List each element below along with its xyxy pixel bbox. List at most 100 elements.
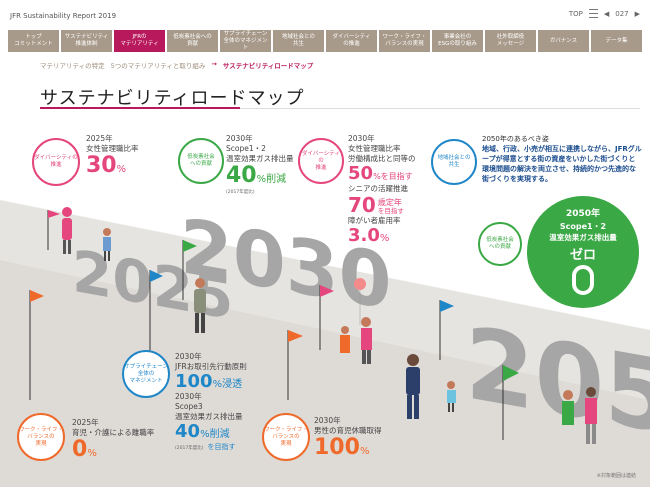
section-nav: トップ コミットメント サステナビリティ 推進体制 JFRの マテリアリティ 低… [8,30,642,52]
goal-label: 女性管理職比率 [86,144,139,153]
person-woman-2025 [62,207,72,254]
flag-orange-2030 [287,330,303,400]
badge-wlb-2025: ワーク・ライフ・ バランスの 実現 [17,413,65,461]
flag-green-2050 [502,365,519,440]
goal-year: 2025年 [86,134,113,143]
breadcrumb-arrow-icon: → [211,60,217,68]
goal-unit: %削減 [256,174,287,185]
tab-diversity[interactable]: ダイバーシティ の推進 [326,30,377,52]
goal-value: 100 [175,371,213,392]
goal-label: JFRお取引先行動原則 [175,362,247,371]
goal-2025-women-managers: 2025年 女性管理職比率 30% [86,134,139,178]
person-family-2030 [340,317,372,364]
goal-value: 40 [175,421,201,442]
tab-esg[interactable]: 事業会社の ESGの取り組み [432,30,483,52]
flag-blue-2025 [149,270,163,360]
flag-blue-2050 [439,300,454,360]
flag-green-2030 [182,240,197,300]
vision-heading: 2050年のあるべき姿 [482,135,549,143]
badge-low-carbon-2030: 低炭素社会 への貢献 [178,138,224,184]
goal-label: Scope1・2 [559,222,607,231]
top-link[interactable]: TOP [568,9,583,18]
tab-community[interactable]: 地域社会との 共生 [273,30,324,52]
badge-diversity-2025: ダイバーシティの 推進 [32,138,80,186]
goal-note: (2017年度比) [175,446,204,451]
goal-label: 労働構成比と同等の [348,154,416,163]
goal-value: ゼロ [569,248,596,263]
goal-value: 30 [86,153,117,178]
zero-emissions-circle: 2050年 Scope1・2 温室効果ガス排出量 ゼロ [527,196,639,308]
tab-work-life-balance[interactable]: ワーク・ライフ・ バランスの実現 [379,30,430,52]
goal-label: Scope3 [175,402,203,411]
tab-data[interactable]: データ集 [591,30,642,52]
goal-label: シニアの活躍推進 [348,184,408,193]
goal-value: 100 [314,435,360,460]
flag-pink-2025 [47,210,60,250]
tab-director-message[interactable]: 社外取締役 メッセージ [485,30,536,52]
goal-2025-turnover: 2025年 育児・介護による離職率 0% [72,418,154,462]
goal-value: 70 [348,193,376,217]
goal-2030-paternity-leave: 2030年 男性の育児休職取得 100% [314,416,382,460]
goal-unit: 歳定年 [377,198,402,207]
goal-year: 2025年 [72,418,99,427]
tab-low-carbon[interactable]: 低炭素社会への 貢献 [167,30,218,52]
goal-year: 2030年 [226,134,253,143]
goal-label: 女性管理職比率 [348,144,401,153]
goal-unit: %浸透 [212,379,243,390]
breadcrumb: マテリアリティの特定 5つのマテリアリティと取り組み → サステナビリティロード… [40,60,313,70]
badge-wlb-2030: ワーク・ライフ・ バランスの 実現 [262,413,310,461]
person-man-2050 [406,354,420,419]
vision-2050: 2050年のあるべき姿 地域、行政、小売が相互に連携しながら、JFRグループが得… [482,134,642,184]
menu-icon[interactable] [588,9,598,18]
goal-unit: を目指す [207,443,236,451]
balloon-icon [354,278,366,325]
goal-value: 0 [72,437,88,462]
goal-year: 2050年 [565,209,601,219]
tab-governance[interactable]: ガバナンス [538,30,589,52]
goal-label: 温室効果ガス排出量 [226,154,294,163]
flag-orange-2025 [29,290,44,400]
breadcrumb-five-materiality[interactable]: 5つのマテリアリティと取り組み [110,62,206,70]
road-shadow [0,260,650,487]
page-controls: TOP ◀ 027 ▶ [569,9,640,18]
goal-value: 40 [226,163,257,188]
goal-label: 温室効果ガス排出量 [549,233,617,242]
goal-2030-scope12: 2030年 Scope1・2 温室効果ガス排出量 40%削減 (2017年度比) [226,134,294,198]
badge-diversity-2030: ダイバーシティの 推進 [298,138,344,184]
tab-materiality[interactable]: JFRの マテリアリティ [114,30,165,52]
goal-label: 障がい者雇用率 [348,216,401,225]
goal-year: 2030年 [175,352,202,361]
tab-top-commitment[interactable]: トップ コミットメント [8,30,59,52]
goal-value: 50 [348,163,374,184]
goal-year: 2030年 [175,392,202,401]
badge-community-2050: 地域社会との 共生 [431,139,477,185]
next-icon[interactable]: ▶ [634,9,640,18]
breadcrumb-materiality[interactable]: マテリアリティの特定 [40,62,105,70]
vision-body: 地域、行政、小売が相互に連携しながら、JFRグループが得意とする街の資産をいかし… [482,145,642,183]
goal-2030-supplier-principles: 2030年 JFRお取引先行動原則 100%浸透 2030年 Scope3 温室… [175,352,247,454]
goal-year: 2030年 [314,416,341,425]
badge-low-carbon-2050: 低炭素社会 への貢献 [478,222,522,266]
person-child-2025 [103,228,111,261]
goal-unit: % [359,446,370,457]
prev-icon[interactable]: ◀ [603,9,610,18]
page-title: サステナビリティロードマップ [40,88,305,109]
title-divider [40,107,640,109]
breadcrumb-current: サステナビリティロードマップ [222,62,314,70]
person-man-2030 [194,278,206,333]
goal-label: 育児・介護による離職率 [72,428,155,437]
goal-unit: % [116,164,127,175]
zero-icon [572,265,594,295]
goal-label: Scope1・2 [226,144,266,153]
tab-supply-chain[interactable]: サプライチェーン 全体のマネジメント [220,30,271,52]
person-couple-2050 [562,387,597,444]
goal-unit: %を目指す [373,172,413,181]
page-number: 027 [615,9,629,18]
goal-label: 温室効果ガス排出量 [175,412,243,421]
tab-governance-structure[interactable]: サステナビリティ 推進体制 [61,30,112,52]
person-girl-2050 [447,381,456,412]
goal-label: 男性の育児休職取得 [314,426,382,435]
goal-unit: % [379,233,390,244]
goal-year: 2030年 [348,134,375,143]
